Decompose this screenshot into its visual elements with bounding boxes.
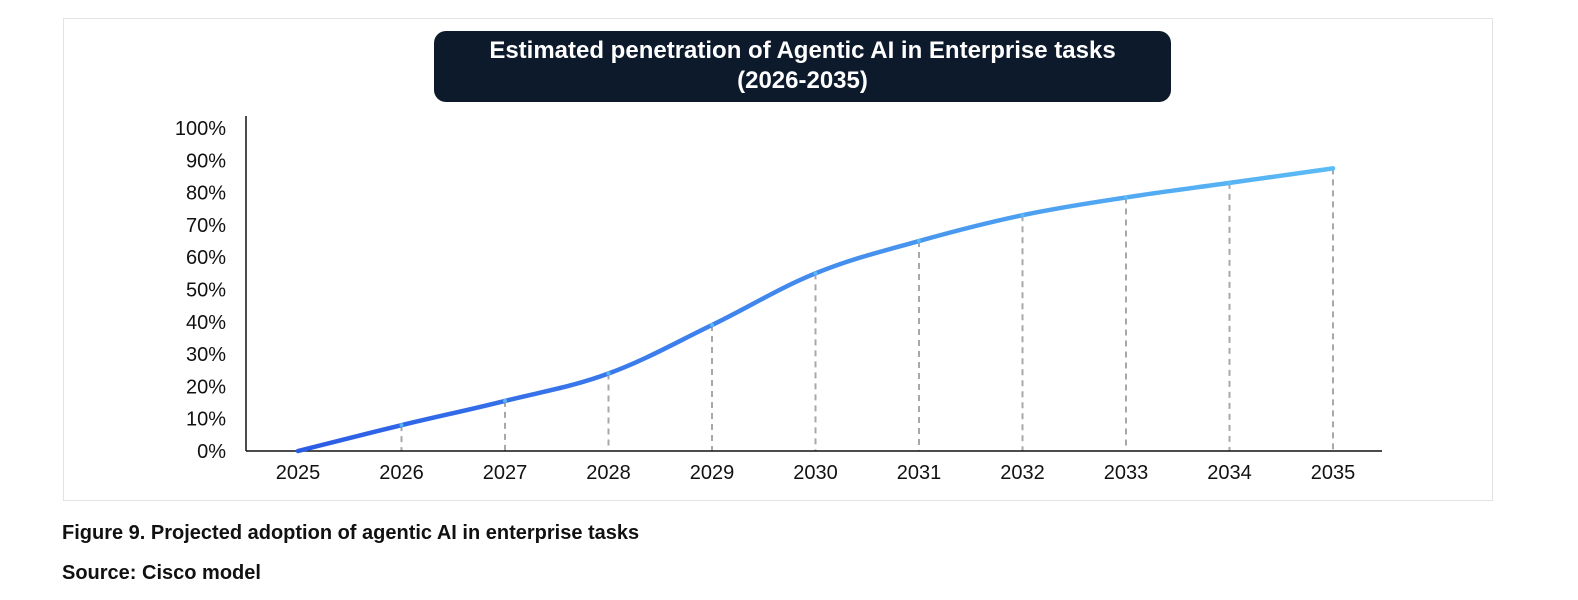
y-tick-label: 100% [175,118,226,140]
source-caption: Source: Cisco model [62,562,261,584]
chart-title-line-2: (2026-2035) [737,67,868,94]
data-point [606,371,611,376]
data-point [1227,180,1232,185]
data-point [917,239,921,244]
x-axis-tick-labels: 2025 2026 2027 2028 2029 2030 2031 2032 2033 2034… [276,462,1356,484]
droplines [400,168,1334,451]
y-tick-label: 80% [186,183,226,205]
y-tick-label: 90% [186,150,226,172]
x-tick-label: 2026 [379,462,424,484]
chart-title: Estimated penetration of Agentic AI in E… [434,31,1171,102]
x-tick-label: 2034 [1207,462,1252,484]
y-axis-tick-labels: 0% 10% 20% 30% 40% 50% 60% 70% 80% 90% 100% [175,118,226,463]
chart-title-line-1: Estimated penetration of Agentic AI in E… [489,37,1116,64]
axes [245,116,1382,452]
y-tick-label: 40% [186,312,226,334]
figure-caption: Figure 9. Projected adoption of agentic … [62,522,640,544]
series [295,166,1336,454]
data-point [296,449,300,453]
y-tick-label: 70% [186,215,226,237]
x-tick-label: 2035 [1311,462,1356,484]
x-tick-label: 2029 [690,462,735,484]
y-tick-label: 20% [186,376,226,398]
y-tick-label: 60% [186,247,226,269]
x-tick-label: 2030 [793,462,838,484]
y-tick-label: 10% [186,409,226,431]
data-point [813,271,818,276]
y-tick-label: 30% [186,344,226,366]
data-point [1124,195,1128,200]
x-tick-label: 2033 [1104,462,1149,484]
data-point [1331,166,1335,171]
data-point [1020,213,1025,218]
x-tick-label: 2025 [276,462,321,484]
x-tick-label: 2027 [483,462,528,484]
x-tick-label: 2031 [897,462,942,484]
data-point [710,323,714,328]
x-tick-label: 2028 [586,462,631,484]
data-point [503,398,507,403]
y-tick-label: 50% [186,280,226,302]
x-tick-label: 2032 [1000,462,1045,484]
data-point [399,423,404,428]
y-tick-label: 0% [197,441,226,463]
